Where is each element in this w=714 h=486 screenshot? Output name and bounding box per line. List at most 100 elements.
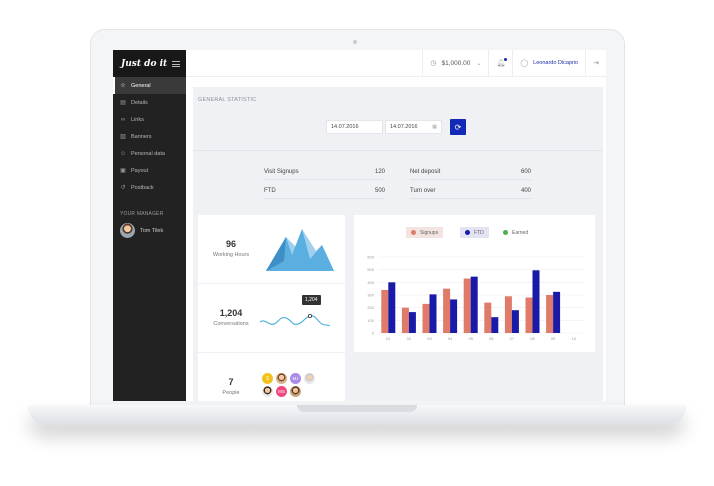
x-tick-label: 04	[448, 336, 453, 341]
topbar: ◷ $1,000.00 ⌄ 🔔︎ ◯ Leonardo Dicaprio ⇥	[186, 50, 606, 77]
y-tick-label: 600	[367, 255, 374, 260]
payout-icon: ▣	[120, 168, 126, 174]
avatar[interactable]	[304, 373, 315, 384]
kpi-value: 96	[225, 239, 236, 249]
chart-card: Signups FTD Earned 600 500 400 300 200 100 0 01…	[354, 215, 595, 352]
main-content: GENERAL STATISTIC 14.07.2016 14.07.2016 …	[186, 77, 606, 401]
legend-swatch	[411, 230, 416, 235]
avatar[interactable]: MS	[276, 386, 287, 397]
stat-value: 500	[374, 187, 385, 194]
stat-value: 400	[520, 187, 531, 194]
bar-signups	[504, 296, 512, 333]
avatar[interactable]	[262, 386, 273, 397]
stat-label: FTD	[264, 187, 276, 194]
bar-ftd	[491, 317, 499, 333]
date-to-input[interactable]: 14.07.2016 ▦	[385, 120, 442, 134]
laptop-base	[28, 405, 686, 425]
sidebar-item-label: Personal data	[131, 150, 165, 157]
banner-icon: ▧	[120, 134, 126, 140]
kpi-value: 1,204	[219, 308, 243, 318]
bar-signups	[381, 289, 389, 333]
x-tick-label: 05	[468, 336, 473, 341]
sidebar-item-label: Links	[131, 116, 144, 123]
y-tick-label: 400	[367, 280, 374, 285]
kpi-working-hours: 96 Working Hours	[198, 215, 345, 284]
brand-bar: Just do it	[113, 50, 186, 77]
sidebar-item-payout[interactable]: ▣ Payout	[113, 162, 186, 179]
logout-button[interactable]: ⇥	[585, 50, 606, 77]
legend-earned[interactable]: Earned	[498, 227, 533, 238]
sidebar-item-general[interactable]: ☆ General	[113, 77, 186, 94]
legend-swatch	[503, 230, 508, 235]
avatar[interactable]: MJ	[290, 373, 301, 384]
x-tick-label: 06	[489, 336, 494, 341]
mountain-illustration	[266, 229, 334, 271]
refresh-button[interactable]: ⟳	[450, 119, 466, 135]
sidebar-item-banners[interactable]: ▧ Banners	[113, 128, 186, 145]
sidebar-item-links[interactable]: ∞ Links	[113, 111, 186, 128]
sidebar-item-details[interactable]: ▤ Details	[113, 94, 186, 111]
legend-swatch	[465, 230, 470, 235]
x-tick-label: 07	[510, 336, 515, 341]
date-from-value: 14.07.2016	[331, 124, 359, 130]
manager-card[interactable]: Tom Tilek	[113, 217, 186, 238]
avatar[interactable]	[276, 373, 287, 384]
bell-icon: 🔔︎	[496, 58, 508, 67]
bar-signups	[546, 295, 554, 333]
general-statistic-panel: GENERAL STATISTIC 14.07.2016 14.07.2016 …	[193, 87, 603, 401]
x-tick-label: 02	[407, 336, 412, 341]
details-icon: ▤	[120, 100, 126, 106]
bar-ftd	[408, 312, 416, 333]
refresh-icon: ⟳	[454, 122, 462, 132]
bar-signups	[422, 303, 430, 333]
x-tick-label: 10	[571, 336, 576, 341]
legend-label: FTD	[474, 229, 484, 236]
panel-divider	[193, 150, 603, 151]
stat-row-net-deposit: Net deposit 600	[410, 164, 531, 180]
bar-signups	[463, 278, 471, 333]
bar-ftd	[511, 310, 519, 333]
sidebar-nav: ☆ General ▤ Details ∞ Links ▧ Banners ☺ Personal …	[113, 77, 186, 196]
user-icon: ☺	[120, 150, 127, 157]
stat-label: Visit Signups	[264, 168, 299, 175]
manager-avatar	[120, 223, 135, 238]
kpi-card: 96 Working Hours 1,204 Conversations 1,2…	[198, 215, 345, 401]
y-tick-label: 300	[367, 293, 374, 298]
brand-logo[interactable]: Just do it	[121, 58, 168, 69]
legend-ftd[interactable]: FTD	[460, 227, 489, 238]
kpi-label: Working Hours	[212, 252, 250, 258]
stat-value: 600	[520, 168, 531, 175]
legend-signups[interactable]: Signups	[406, 227, 444, 238]
y-tick-label: 0	[372, 331, 375, 336]
stat-value: 120	[374, 168, 385, 175]
avatar[interactable]	[290, 386, 301, 397]
sidebar-item-personal-data[interactable]: ☺ Personal data	[113, 145, 186, 162]
calendar-icon[interactable]: ▦	[432, 124, 437, 130]
bar-signups	[443, 288, 451, 333]
camera-dot	[353, 40, 357, 44]
logout-icon: ⇥	[593, 60, 599, 67]
notifications-button[interactable]: 🔔︎	[488, 50, 512, 77]
sidebar-item-postback[interactable]: ↺ Postback	[113, 179, 186, 196]
y-tick-label: 200	[367, 305, 374, 310]
x-tick-label: 09	[551, 336, 556, 341]
user-icon: ◯	[520, 60, 529, 67]
date-from-input[interactable]: 14.07.2016	[326, 120, 383, 134]
manager-name: Tom Tilek	[140, 227, 164, 234]
kpi-people: 7 People S MJ MS	[198, 353, 345, 401]
bar-ftd	[532, 270, 540, 333]
sidebar-item-label: Postback	[131, 184, 154, 191]
legend-label: Signups	[420, 229, 439, 236]
balance-dropdown[interactable]: ◷ $1,000.00 ⌄	[422, 50, 488, 77]
stat-label: Turn over	[410, 187, 436, 194]
user-menu[interactable]: ◯ Leonardo Dicaprio	[512, 50, 585, 77]
legend-label: Earned	[512, 229, 529, 236]
menu-toggle-icon[interactable]	[172, 60, 180, 67]
kpi-label: People	[222, 390, 240, 396]
manager-title: YOUR MANAGER	[120, 211, 164, 217]
sidebar-item-label: Banners	[131, 133, 152, 140]
avatar[interactable]: S	[262, 373, 273, 384]
bar-signups	[401, 307, 409, 333]
stat-label: Net deposit	[410, 168, 441, 175]
